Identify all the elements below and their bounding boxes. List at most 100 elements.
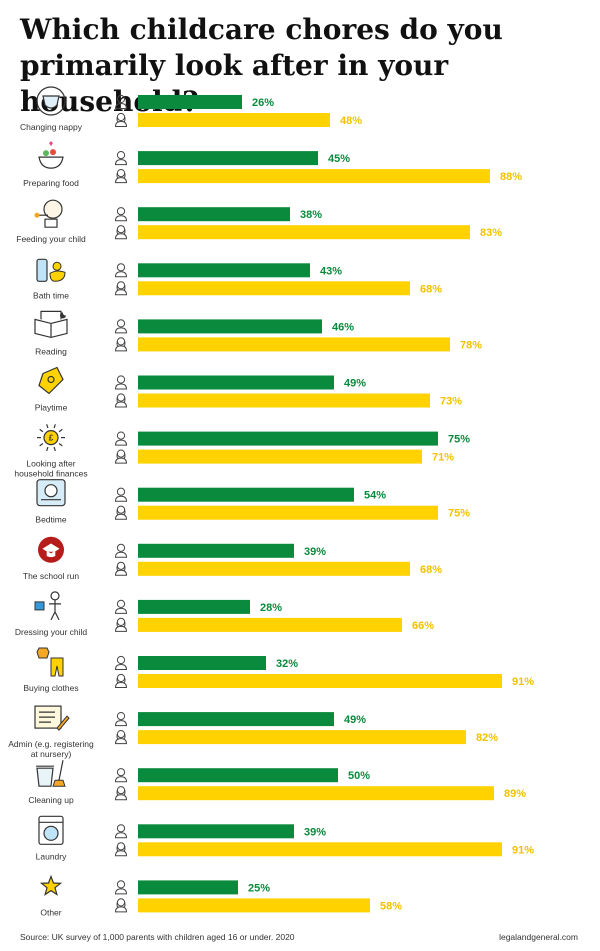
woman-icon (114, 561, 128, 576)
men-value-label: 43% (320, 265, 342, 277)
man-icon (114, 375, 128, 390)
men-bar (138, 487, 354, 502)
category-label: Laundry (36, 851, 67, 861)
women-bar (138, 393, 430, 408)
women-value-label: 78% (460, 339, 482, 351)
bed-icon (36, 479, 66, 507)
category-label: Changing nappy (20, 122, 83, 132)
brand-url: legalandgeneral.com (499, 932, 578, 942)
man-icon (114, 207, 128, 222)
woman-icon (114, 281, 128, 296)
women-value-label: 88% (500, 171, 522, 183)
women-value-label: 68% (420, 283, 442, 295)
women-bar (138, 898, 370, 913)
men-value-label: 75% (448, 434, 470, 446)
washing-machine-icon (38, 815, 64, 845)
men-bar (138, 543, 294, 558)
category-label: Feeding your child (16, 234, 86, 244)
category-label: Buying clothes (23, 683, 78, 693)
men-value-label: 49% (344, 378, 366, 390)
category-label: Looking after household finances (14, 459, 87, 479)
women-value-label: 89% (504, 788, 526, 800)
men-bar (138, 319, 322, 334)
baby-feeding-icon (34, 199, 63, 228)
men-value-label: 26% (252, 97, 274, 109)
woman-icon (114, 786, 128, 801)
svg-text:£: £ (49, 434, 54, 443)
woman-icon (114, 393, 128, 408)
man-icon (114, 431, 128, 446)
women-bar (138, 113, 330, 127)
women-value-label: 71% (432, 452, 454, 464)
man-icon (114, 880, 128, 895)
men-bar (138, 880, 238, 895)
women-bar (138, 505, 438, 520)
men-value-label: 38% (300, 209, 322, 221)
source-note: Source: UK survey of 1,000 parents with … (20, 932, 295, 942)
graduation-cap-icon (38, 536, 64, 563)
form-pencil-icon (34, 705, 70, 731)
men-bar (138, 656, 266, 670)
toy-icon (38, 366, 64, 395)
women-value-label: 91% (512, 844, 534, 856)
category-label: Bedtime (35, 515, 66, 525)
woman-icon (114, 337, 128, 352)
woman-icon (114, 898, 128, 913)
women-bar (138, 842, 502, 857)
men-value-label: 25% (248, 882, 270, 894)
women-bar (138, 169, 490, 184)
man-icon (114, 263, 128, 278)
man-icon (114, 543, 128, 558)
woman-icon (114, 169, 128, 184)
category-label: Reading (35, 346, 67, 356)
book-icon (34, 310, 68, 339)
women-value-label: 68% (420, 564, 442, 576)
man-icon (114, 655, 128, 670)
women-bar (138, 281, 410, 296)
men-bar (138, 263, 310, 278)
woman-icon (114, 729, 128, 745)
category-label: Dressing your child (15, 627, 88, 637)
men-value-label: 28% (260, 602, 282, 614)
women-value-label: 73% (440, 396, 462, 408)
woman-icon (114, 842, 128, 857)
category-label: Playtime (35, 403, 68, 413)
women-bar (138, 337, 450, 352)
men-value-label: 32% (276, 658, 298, 670)
man-icon (114, 599, 128, 614)
women-bar (138, 561, 410, 576)
pound-coin-icon: £ (37, 424, 65, 452)
man-icon (114, 711, 128, 727)
man-icon (114, 151, 128, 166)
men-bar (138, 151, 318, 166)
category-label: Bath time (33, 290, 69, 300)
woman-icon (114, 225, 128, 240)
nappy-icon (36, 86, 66, 116)
women-bar (138, 449, 422, 464)
men-value-label: 49% (344, 714, 366, 726)
woman-icon (114, 112, 128, 127)
category-label: The school run (23, 571, 79, 581)
women-value-label: 82% (476, 732, 498, 744)
man-icon (114, 824, 128, 839)
men-bar (138, 431, 438, 446)
women-value-label: 58% (380, 900, 402, 912)
men-bar (138, 712, 334, 727)
food-bowl-icon (38, 141, 64, 169)
men-value-label: 54% (364, 490, 386, 502)
men-bar (138, 824, 294, 839)
women-value-label: 48% (340, 115, 362, 127)
men-value-label: 46% (332, 321, 354, 333)
women-value-label: 83% (480, 227, 502, 239)
man-icon (114, 319, 128, 334)
woman-icon (114, 505, 128, 520)
category-label: Cleaning up (28, 795, 74, 805)
category-label: Preparing food (23, 178, 79, 188)
men-value-label: 39% (304, 826, 326, 838)
men-bar (138, 768, 338, 783)
bin-broom-icon (36, 760, 66, 787)
man-icon (114, 94, 128, 109)
men-bar (138, 207, 290, 222)
woman-icon (114, 673, 128, 688)
